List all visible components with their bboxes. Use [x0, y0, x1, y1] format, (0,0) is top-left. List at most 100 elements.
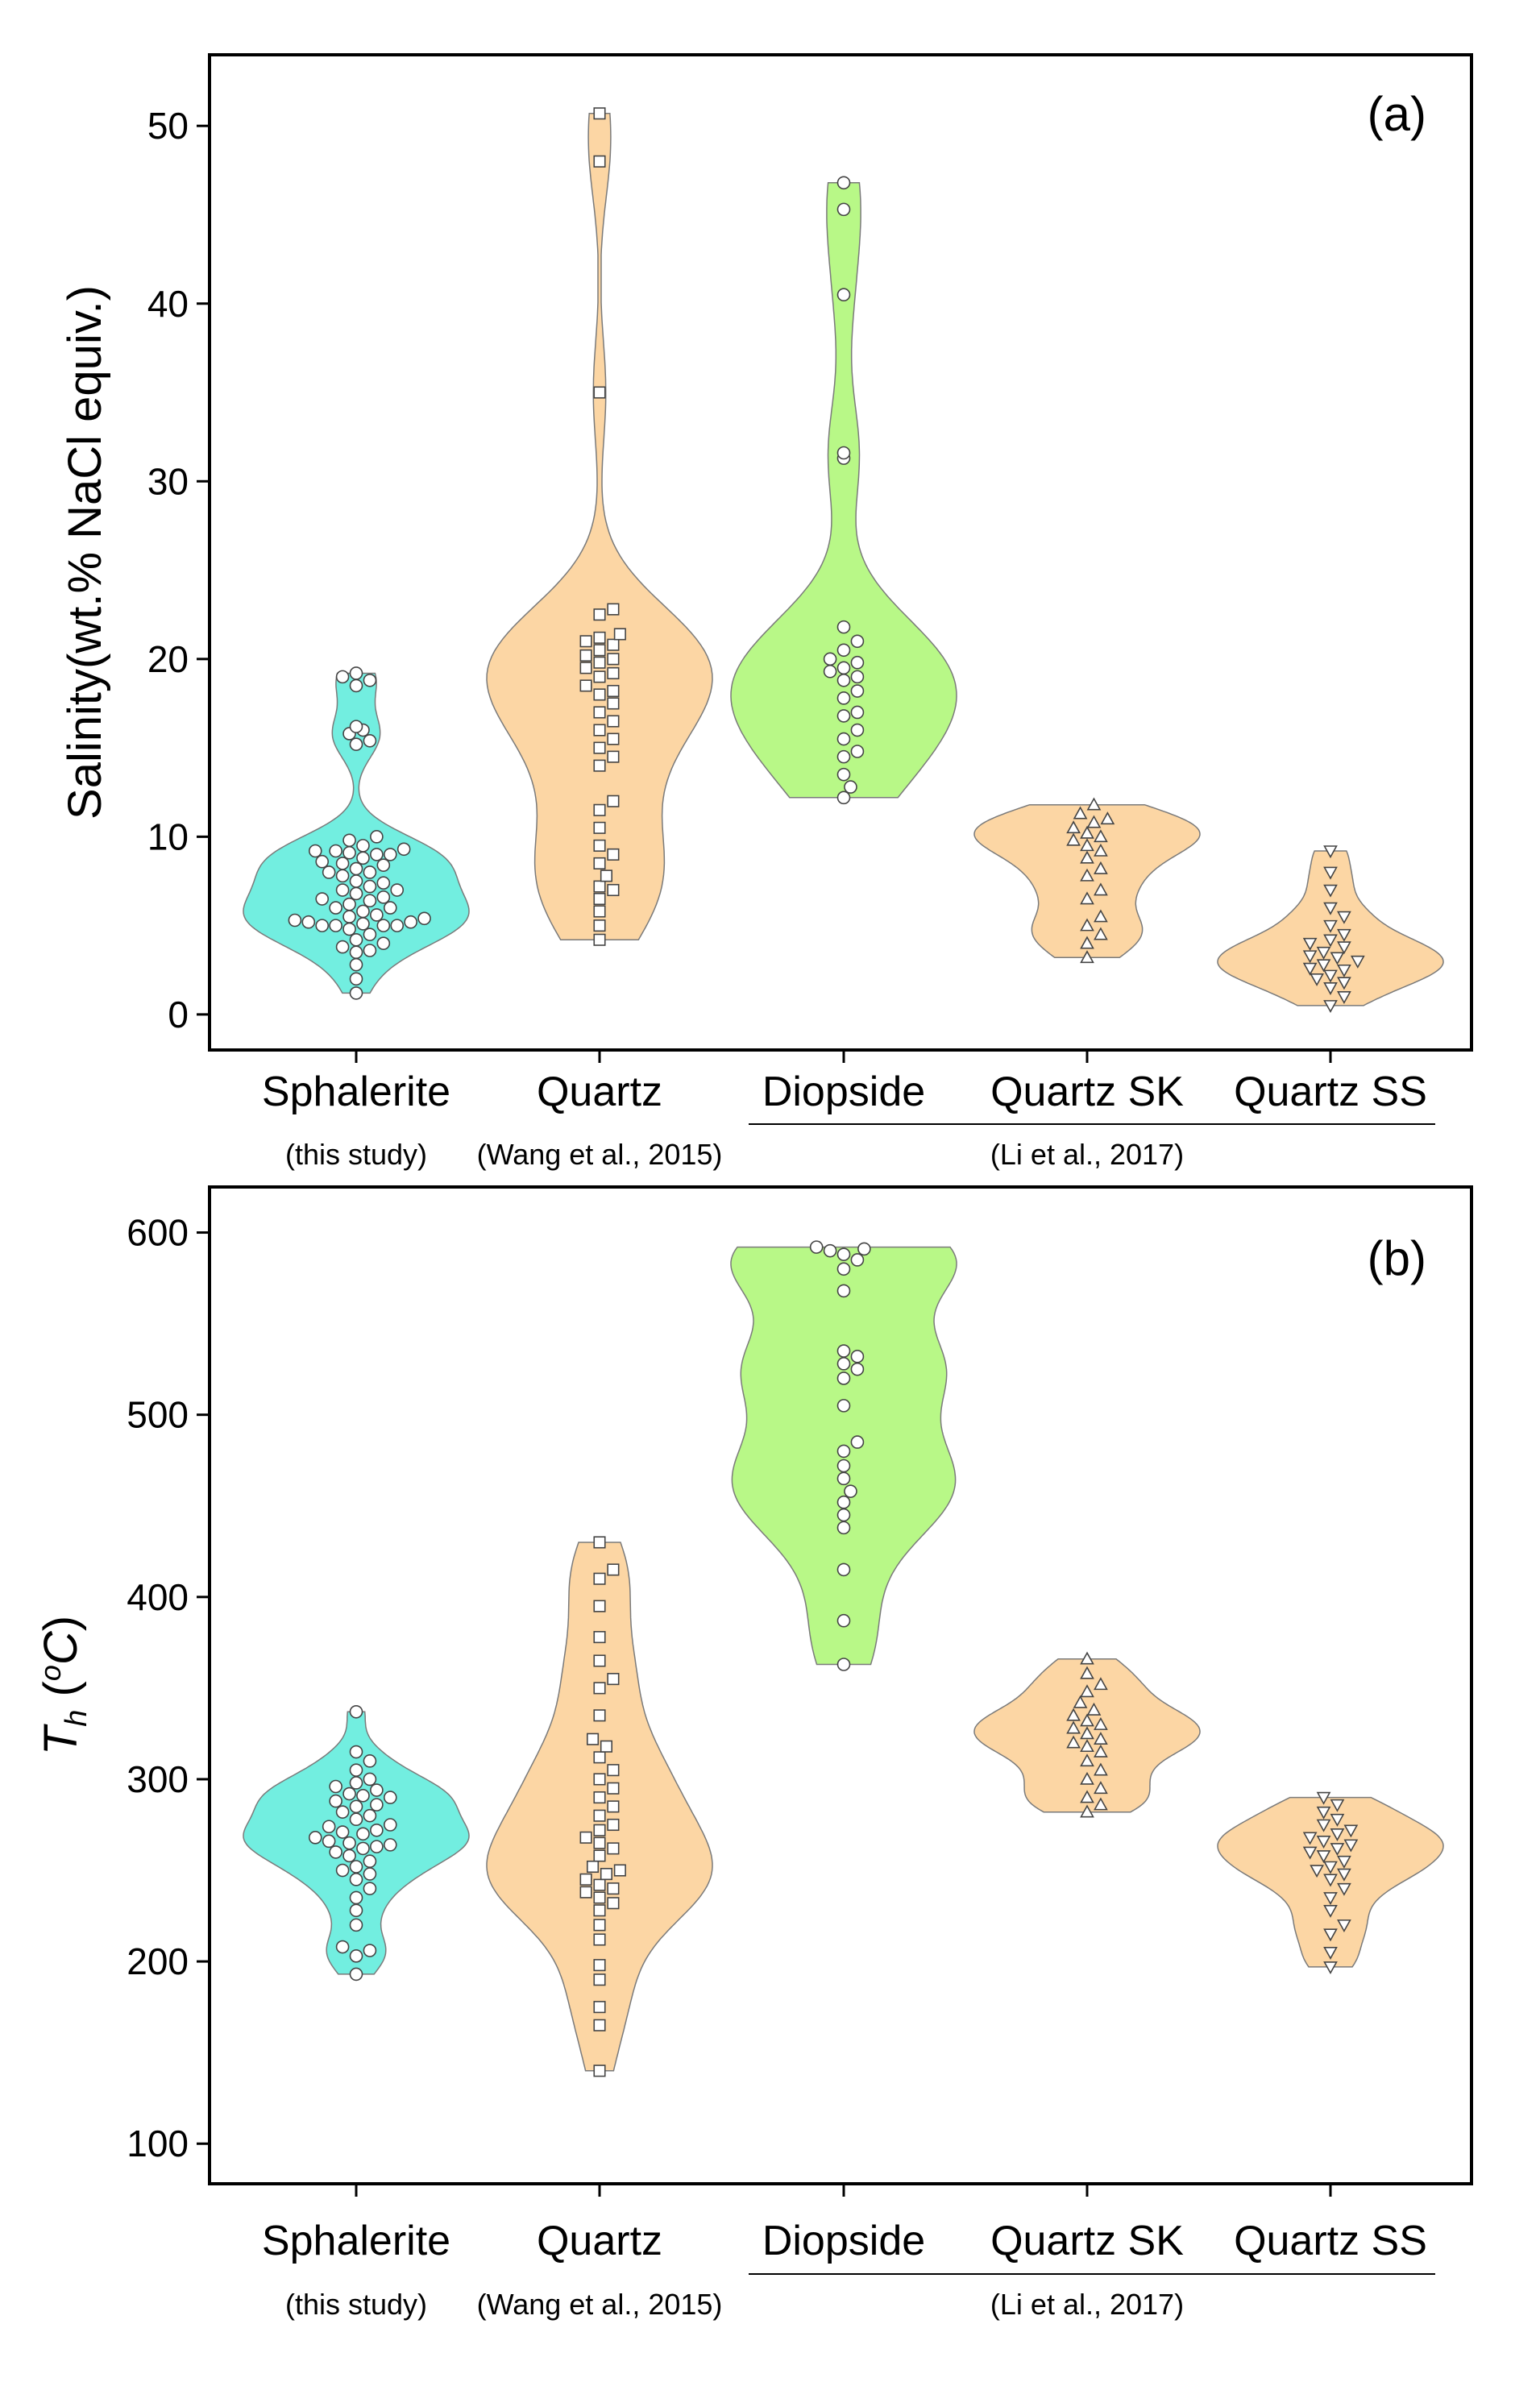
data-point — [1094, 1732, 1108, 1745]
data-point — [1316, 959, 1331, 973]
data-point — [1323, 919, 1338, 933]
data-point — [836, 1658, 851, 1671]
source-label: (Li et al., 2017) — [990, 2288, 1184, 2321]
data-point — [1323, 902, 1338, 915]
data-point — [1080, 1790, 1094, 1803]
data-point — [1094, 909, 1108, 923]
data-point — [1094, 861, 1108, 874]
data-point — [1323, 1861, 1338, 1874]
data-point — [593, 1973, 606, 1986]
data-point — [349, 1903, 363, 1918]
data-point — [1080, 936, 1094, 949]
data-point — [376, 936, 391, 950]
data-point — [1337, 1919, 1351, 1933]
data-point — [1080, 1666, 1094, 1679]
data-point — [607, 732, 620, 745]
data-point — [1066, 820, 1081, 834]
data-point — [836, 1562, 851, 1577]
data-point — [836, 673, 851, 687]
data-point — [329, 901, 342, 915]
data-point — [315, 919, 330, 932]
data-point — [1323, 1928, 1338, 1942]
data-point — [836, 749, 851, 764]
data-point — [1310, 973, 1324, 986]
data-point — [342, 1849, 356, 1863]
data-point — [1337, 1855, 1351, 1869]
data-point — [836, 1399, 851, 1413]
data-point — [850, 684, 865, 698]
data-point — [836, 661, 851, 675]
data-point — [1094, 829, 1108, 843]
data-point — [600, 869, 613, 882]
category-label: Diopside — [762, 2218, 925, 2264]
data-point — [593, 1600, 606, 1612]
data-point — [836, 1247, 851, 1261]
data-point — [1086, 815, 1102, 828]
data-point — [349, 861, 363, 876]
data-point — [1330, 1828, 1345, 1841]
data-point — [363, 894, 377, 908]
source-label: (Wang et al., 2015) — [477, 2288, 723, 2321]
data-point — [349, 945, 363, 960]
data-point — [1086, 797, 1102, 811]
data-point — [1080, 825, 1094, 839]
data-point — [1323, 1946, 1338, 1960]
data-point — [836, 709, 851, 723]
data-point — [579, 1886, 592, 1899]
data-point — [607, 653, 620, 666]
y-tick-label: 600 — [127, 1212, 189, 1254]
data-point — [1330, 1843, 1345, 1857]
data-point — [335, 1825, 350, 1839]
data-point — [607, 666, 620, 680]
data-point — [1343, 1839, 1359, 1853]
violin-quartz — [486, 113, 713, 941]
data-point — [1080, 1713, 1094, 1727]
data-point — [1323, 1874, 1338, 1887]
data-point — [349, 720, 363, 733]
data-point — [836, 1344, 851, 1358]
data-point — [836, 1284, 851, 1298]
data-point — [342, 910, 356, 923]
data-point — [396, 842, 411, 857]
data-point — [836, 1521, 851, 1535]
data-point — [1302, 950, 1318, 964]
data-point — [607, 883, 620, 897]
data-point — [607, 684, 620, 698]
data-point — [1337, 928, 1351, 942]
data-point — [335, 1863, 350, 1878]
data-point — [335, 857, 350, 870]
data-point — [593, 933, 606, 946]
data-point — [607, 1673, 620, 1686]
data-point — [1323, 934, 1338, 948]
data-point — [308, 1831, 322, 1845]
data-point — [342, 1836, 356, 1850]
data-point — [579, 662, 592, 674]
category-label: Quartz SK — [990, 1069, 1184, 1115]
data-point — [593, 1751, 606, 1764]
data-point — [809, 1240, 824, 1254]
data-point — [1337, 1882, 1351, 1896]
data-point — [1080, 868, 1094, 882]
data-point — [349, 1890, 363, 1905]
data-point — [1080, 950, 1094, 964]
data-point — [593, 656, 606, 669]
data-point — [593, 1682, 606, 1695]
data-point — [593, 688, 606, 701]
data-point — [579, 635, 592, 648]
data-point — [1100, 811, 1115, 825]
data-point — [1080, 1804, 1094, 1818]
data-point — [390, 919, 405, 932]
panel-tag: (b) — [1368, 1231, 1426, 1285]
data-point — [315, 854, 330, 869]
data-point — [342, 897, 356, 911]
data-point — [1337, 964, 1351, 977]
data-point — [1316, 1850, 1331, 1864]
data-point — [315, 892, 330, 906]
data-point — [836, 767, 851, 782]
data-point — [593, 803, 606, 816]
data-point — [607, 1764, 620, 1777]
data-point — [349, 1918, 363, 1932]
data-point — [593, 1919, 606, 1932]
data-point — [370, 1823, 384, 1837]
data-point — [349, 1799, 363, 1814]
